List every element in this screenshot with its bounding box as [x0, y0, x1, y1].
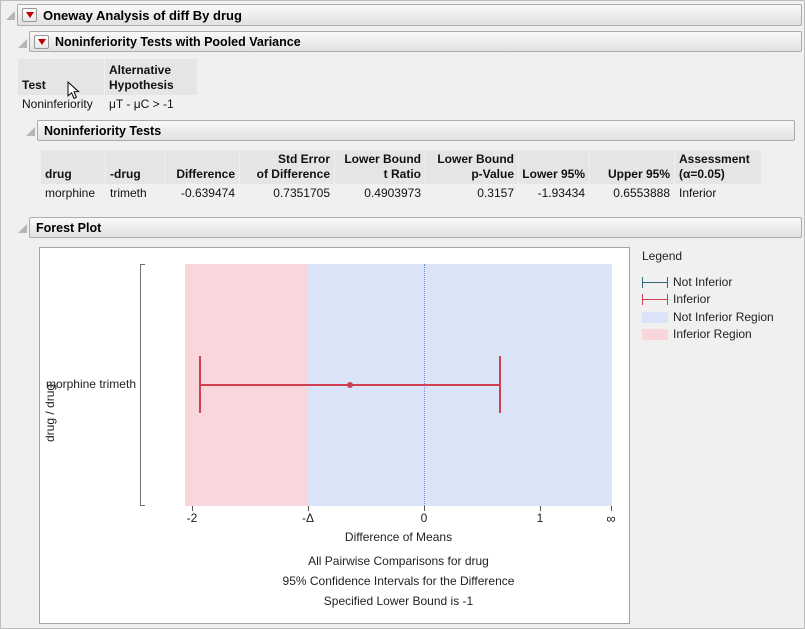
- not-inferior-line-icon: [642, 276, 668, 288]
- cell-minus-drug: trimeth: [110, 186, 147, 200]
- plot-caption: 95% Confidence Intervals for the Differe…: [282, 574, 515, 588]
- header-bar-forest-plot[interactable]: Forest Plot: [29, 217, 802, 238]
- y-axis-label: drug / drug: [43, 383, 57, 443]
- column-header-upper-95: Upper 95%: [590, 150, 674, 184]
- plot-caption: Specified Lower Bound is -1: [323, 594, 474, 608]
- x-tick-label: 0: [420, 511, 428, 525]
- forest-plot-area[interactable]: drug / drug morphine trimeth -2 -Δ 0 1 ∞…: [39, 247, 630, 624]
- red-triangle-menu-pooled[interactable]: [34, 34, 49, 49]
- cell-difference: -0.639474: [180, 186, 235, 200]
- legend-item-not-inferior-region[interactable]: Not Inferior Region: [642, 310, 774, 324]
- legend-title: Legend: [642, 249, 683, 263]
- cell-p-value: 0.3157: [477, 186, 514, 200]
- header-bar-oneway[interactable]: Oneway Analysis of diff By drug: [17, 4, 802, 26]
- x-tick-mark: [308, 506, 309, 511]
- y-axis-bracket: [140, 264, 145, 506]
- hypothesis-table: Test Alternative Hypothesis Noninferiori…: [18, 59, 198, 113]
- column-header-test: Test: [18, 59, 104, 95]
- cell-assessment: Inferior: [679, 186, 717, 200]
- disclosure-triangle-oneway[interactable]: [6, 11, 15, 20]
- column-header-alternative-hypothesis: Alternative Hypothesis: [105, 59, 197, 95]
- ci-upper-cap: [499, 356, 501, 413]
- x-tick-label: -2: [186, 511, 198, 525]
- disclosure-triangle-forest-plot[interactable]: [18, 224, 27, 233]
- legend: Legend Not Inferior Inferior Not Inferio…: [642, 249, 802, 341]
- disclosure-triangle-pooled[interactable]: [18, 39, 27, 48]
- cell-std-error: 0.7351705: [273, 186, 330, 200]
- column-header-assessment: Assessment (α=0.05): [675, 150, 761, 184]
- column-header-drug: drug: [41, 150, 105, 184]
- x-axis-title: Difference of Means: [344, 530, 453, 544]
- cell-t-ratio: 0.4903973: [364, 186, 421, 200]
- legend-item-inferior[interactable]: Inferior: [642, 292, 710, 306]
- x-tick-label-delta: -Δ: [301, 511, 314, 525]
- x-tick-label-infinity: ∞: [606, 511, 616, 526]
- forest-plot-title: Forest Plot: [36, 220, 102, 235]
- cell-drug: morphine: [45, 186, 96, 200]
- pooled-variance-title: Noninferiority Tests with Pooled Varianc…: [55, 34, 301, 49]
- column-header-lower-bound-t-ratio: Lower Bound t Ratio: [335, 150, 425, 184]
- noninferiority-tests-table: drug -drug Difference Std Error of Differ…: [41, 150, 762, 202]
- legend-item-inferior-region[interactable]: Inferior Region: [642, 327, 752, 341]
- plot-caption: All Pairwise Comparisons for drug: [308, 554, 489, 568]
- x-tick-label: 1: [536, 511, 544, 525]
- legend-item-not-inferior[interactable]: Not Inferior: [642, 275, 732, 289]
- hypothesis-table-header: Test Alternative Hypothesis: [18, 59, 198, 95]
- inferior-line-icon: [642, 293, 668, 305]
- x-tick-mark: [424, 506, 425, 511]
- x-tick-mark: [611, 506, 612, 511]
- column-header-lower-bound-p-value: Lower Bound p-Value: [426, 150, 518, 184]
- cell-test: Noninferiority: [22, 97, 93, 111]
- estimate-marker[interactable]: [347, 382, 353, 388]
- column-header-difference: Difference: [165, 150, 239, 184]
- tests-table-header: drug -drug Difference Std Error of Differ…: [41, 150, 762, 184]
- column-header-minus-drug: -drug: [106, 150, 164, 184]
- hypothesis-table-row: Noninferiority μT - μC > -1: [18, 95, 198, 113]
- column-header-std-error: Std Error of Difference: [240, 150, 334, 184]
- mouse-cursor: [67, 81, 80, 100]
- oneway-title: Oneway Analysis of diff By drug: [43, 7, 242, 23]
- noninferiority-tests-title: Noninferiority Tests: [44, 123, 162, 138]
- cell-upper-95: 0.6553888: [613, 186, 670, 200]
- not-inferior-region-swatch-icon: [642, 311, 668, 323]
- cell-alternative-hypothesis: μT - μC > -1: [109, 97, 174, 111]
- disclosure-triangle-tests[interactable]: [26, 127, 35, 136]
- inferior-region-swatch-icon: [642, 328, 668, 340]
- column-header-lower-95: Lower 95%: [519, 150, 589, 184]
- x-tick-mark: [192, 506, 193, 511]
- x-tick-mark: [540, 506, 541, 511]
- header-bar-pooled-variance[interactable]: Noninferiority Tests with Pooled Varianc…: [29, 31, 802, 52]
- cell-lower-95: -1.93434: [537, 186, 585, 200]
- header-bar-noninferiority-tests[interactable]: Noninferiority Tests: [37, 120, 795, 141]
- tests-table-row: morphine trimeth -0.639474 0.7351705 0.4…: [41, 184, 762, 202]
- red-triangle-menu-oneway[interactable]: [22, 8, 37, 22]
- comparison-category-label: morphine trimeth: [45, 377, 136, 391]
